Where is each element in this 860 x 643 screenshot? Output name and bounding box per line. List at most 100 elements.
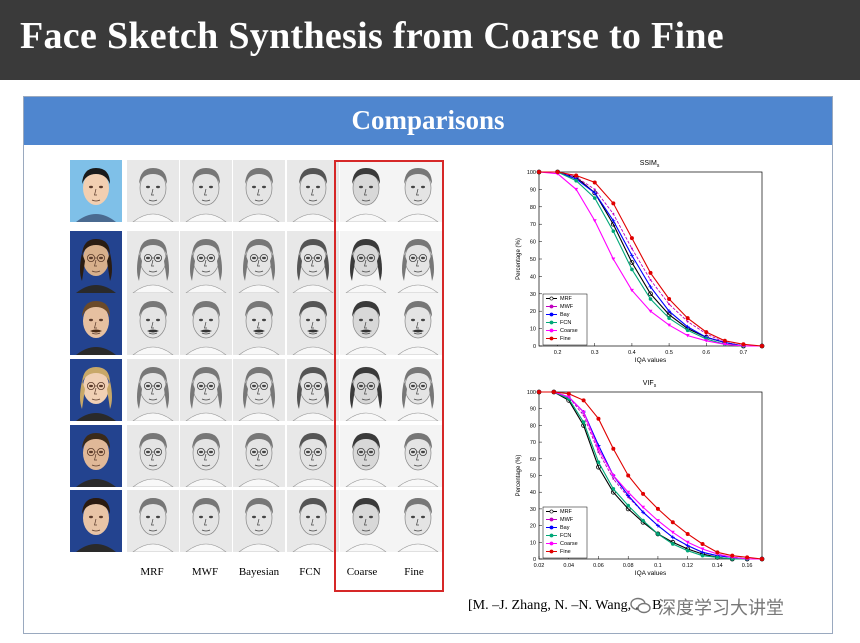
y-tick-label: 100 (527, 170, 536, 176)
y-tick-label: 70 (530, 222, 536, 228)
data-point (667, 297, 672, 302)
y-tick-label: 40 (530, 490, 536, 496)
data-point (641, 510, 646, 515)
legend-marker (549, 525, 554, 530)
legend-marker (549, 328, 554, 333)
face-sketch (287, 490, 339, 552)
data-point (649, 278, 652, 281)
face-photo (70, 359, 122, 421)
data-point (685, 543, 690, 548)
legend-label: Bay (560, 312, 570, 318)
data-point (700, 550, 705, 555)
data-point (730, 553, 735, 558)
data-point (685, 328, 690, 333)
data-point (685, 334, 690, 338)
vif-chart: VIFs 0 10 20 30 40 50 60 70 80 90 100 0.02 0.04 0.06 0.… (511, 375, 772, 585)
face-sketch (127, 490, 179, 552)
x-tick-label: 0.2 (554, 350, 562, 356)
face-sketch (127, 160, 179, 222)
face-sketch (180, 359, 232, 421)
data-point (648, 297, 653, 301)
watermark: 深度学习大讲堂 (658, 598, 784, 619)
data-point (685, 548, 690, 553)
data-point (593, 188, 596, 191)
face-sketch (287, 231, 339, 293)
legend-marker (549, 296, 554, 301)
x-tick-label: 0.7 (740, 350, 748, 356)
face-sketch (340, 293, 392, 355)
x-tick-label: 0.1 (654, 563, 662, 569)
data-point (722, 342, 727, 347)
y-tick-label: 60 (530, 240, 536, 246)
y-tick-label: 30 (530, 507, 536, 513)
data-point (648, 309, 653, 313)
data-point (704, 330, 709, 335)
data-point (574, 178, 578, 183)
data-point (630, 247, 633, 250)
method-label: FCN (299, 566, 321, 578)
face-sketch (233, 160, 285, 222)
title-bar: Face Sketch Synthesis from Coarse to Fin… (0, 0, 860, 80)
face-sketch (233, 293, 285, 355)
data-point (667, 323, 672, 327)
face-sketch (127, 293, 179, 355)
data-point (700, 541, 705, 546)
data-point (592, 190, 597, 195)
data-point (596, 460, 601, 464)
method-label: Bayesian (238, 566, 280, 578)
face-sketch (340, 490, 392, 552)
face-sketch (180, 160, 232, 222)
data-point (626, 493, 631, 498)
panel-title: Comparisons (351, 105, 505, 135)
legend-label: MRF (560, 509, 573, 515)
data-point (566, 391, 571, 396)
data-point (670, 530, 675, 535)
x-tick-label: 0.6 (702, 350, 710, 356)
data-point (686, 320, 689, 323)
series-line-mwf (539, 391, 762, 560)
wechat-icon (630, 597, 651, 614)
legend-label: FCN (560, 533, 571, 539)
data-point (648, 270, 653, 275)
data-point (611, 229, 616, 233)
y-tick-label: 90 (530, 187, 536, 193)
legend-label: FCN (560, 320, 571, 326)
y-tick-label: 0 (533, 557, 536, 563)
data-point (596, 447, 601, 451)
data-point (745, 555, 750, 560)
chart-svg: SSIMs 0 10 20 30 40 50 60 70 80 90 100 0.2 0.3 0.4 0.5 0… (516, 160, 765, 364)
data-point (592, 180, 597, 185)
data-point (629, 288, 634, 293)
legend-marker (549, 304, 554, 309)
y-axis-label: Percentage (%) (516, 238, 522, 280)
face-sketch (287, 425, 339, 487)
data-point (592, 219, 597, 223)
method-label: Fine (404, 566, 424, 578)
face-sketch (180, 490, 232, 552)
data-point (685, 531, 690, 536)
face-sketch (287, 160, 339, 222)
data-point (760, 557, 764, 561)
data-point (626, 490, 631, 494)
data-point (704, 339, 709, 343)
y-tick-label: 90 (530, 407, 536, 413)
face-photo (70, 160, 122, 222)
citation: [M. –J. Zhang, N. –N. Wang, … B (468, 598, 662, 613)
data-point (629, 236, 634, 241)
face-sketch (180, 425, 232, 487)
legend-label: Bay (560, 525, 570, 531)
y-tick-label: 0 (533, 344, 536, 350)
legend-marker (549, 541, 554, 546)
face-photo (70, 490, 122, 552)
legend-box (542, 506, 588, 559)
data-point (741, 342, 746, 347)
y-tick-label: 50 (530, 474, 536, 480)
face-sketch (340, 231, 392, 293)
data-point (555, 170, 560, 174)
data-point (612, 212, 615, 215)
data-point (655, 506, 660, 511)
data-point (611, 257, 616, 261)
chart-svg: VIFs 0 10 20 30 40 50 60 70 80 90 100 0.02 0.04 0.06 0.… (516, 380, 765, 577)
chart-title: VIFs (643, 380, 657, 389)
method-label: MWF (191, 566, 219, 578)
